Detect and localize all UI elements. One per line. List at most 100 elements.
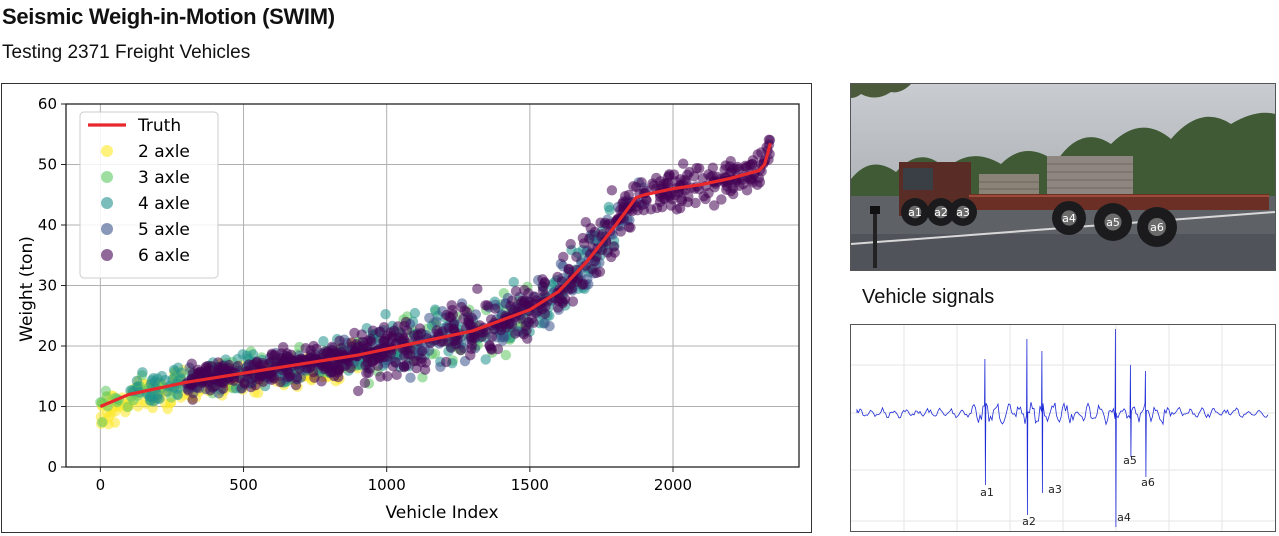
scatter-point (664, 169, 675, 180)
chart-legend: Truth 2 axle 3 axle 4 axle 5 axle 6 axle (79, 111, 219, 279)
vehicle-signal-plot: a1 a2 a3 a4 a5 a6 (851, 325, 1275, 531)
scatter-point (708, 200, 720, 211)
scatter-point (223, 359, 235, 371)
scatter-point (419, 364, 431, 375)
legend-swatch-dot (101, 249, 113, 261)
scatter-point (332, 367, 344, 378)
scatter-point (519, 284, 530, 296)
scatter-point (510, 328, 521, 339)
scatter-point (367, 355, 379, 367)
scatter-point (290, 379, 302, 391)
scatter-point (160, 374, 171, 386)
weight-chart-panel: 0 500 1000 1500 2000 0 10 20 30 40 50 60 Vehicle In… (1, 83, 812, 533)
scatter-point (275, 376, 286, 388)
scatter-point (415, 328, 427, 339)
scatter-point (671, 204, 682, 215)
scatter-point (109, 417, 121, 428)
x-tick-label: 1000 (368, 476, 406, 494)
scatter-point (365, 336, 377, 347)
vehicle-signal-panel: a1 a2 a3 a4 a5 a6 (850, 324, 1276, 532)
legend-swatch-dot (101, 171, 113, 183)
scatter-point (236, 382, 247, 394)
wheel-hub (934, 205, 948, 219)
scatter-point (440, 356, 452, 368)
wheel-hub (956, 205, 970, 219)
scatter-point (187, 394, 198, 405)
truth-line (99, 142, 772, 408)
scatter-point (690, 197, 701, 209)
scatter-point (252, 387, 264, 399)
y-tick-label: 40 (38, 216, 57, 234)
photo-axle-labels: a1 a2 a3 a4 a5 a6 (908, 206, 1164, 234)
scatter-point (449, 335, 460, 346)
truck-photo: a1 a2 a3 a4 a5 a6 (850, 83, 1276, 271)
scatter-point (334, 335, 345, 347)
scatter-point (753, 172, 765, 184)
signals-title: Vehicle signals (862, 286, 995, 308)
scatter-point (485, 343, 497, 354)
legend-swatch-dot (101, 197, 113, 209)
x-tick-label: 1500 (511, 476, 549, 494)
legend-entry-label: 4 axle (138, 194, 190, 214)
scatter-point (97, 417, 108, 428)
scatter-point (172, 389, 183, 401)
scatter-point (752, 149, 763, 160)
scatter-point (763, 134, 775, 146)
trailer-bed (969, 194, 1269, 210)
scatter-point (380, 308, 391, 320)
scatter-point (565, 238, 576, 250)
scatter-point (619, 191, 631, 202)
scatter-point (489, 303, 501, 314)
weight-scatter-chart: 0 500 1000 1500 2000 0 10 20 30 40 50 60 Vehicle In… (17, 95, 800, 523)
scatter-point (431, 316, 442, 327)
truck-photo-illustration: a1 a2 a3 a4 a5 a6 (851, 84, 1275, 270)
scatter-point (559, 293, 571, 305)
scatter-point (320, 361, 331, 372)
scatter-point (110, 406, 121, 417)
scatter-point (352, 385, 364, 397)
signal-peak-label: a4 (1117, 511, 1131, 524)
scatter-point (539, 318, 550, 329)
scatter-point (716, 194, 727, 205)
scatter-point (300, 343, 311, 354)
scatter-point (201, 366, 212, 377)
scatter-point (663, 191, 675, 202)
road-shade (851, 234, 1275, 270)
cargo-stack-2 (1047, 156, 1133, 196)
scatter-point (636, 177, 647, 188)
scatter-point (539, 308, 551, 320)
photo-axle-label: a4 (1062, 212, 1076, 225)
page-title: Seismic Weigh-in-Motion (SWIM) (2, 4, 335, 29)
signal-peak-labels: a1 a2 a3 a4 a5 a6 (980, 454, 1155, 528)
scatter-point (387, 360, 399, 372)
photo-axle-label: a6 (1150, 221, 1164, 234)
wheel-hub (1061, 210, 1077, 226)
scatter-point (500, 349, 512, 361)
scatter-point (578, 278, 589, 290)
scatter-point (740, 162, 751, 174)
cab-window (903, 168, 933, 190)
legend-entry-label: 3 axle (138, 168, 190, 188)
scatter-point (254, 370, 266, 381)
scatter-point (677, 158, 689, 169)
wheel-hub (1148, 218, 1166, 236)
scatter-point (654, 196, 666, 208)
scatter-point (399, 334, 410, 346)
scatter-point (599, 217, 611, 229)
scatter-point (318, 335, 329, 347)
scatter-point (480, 300, 491, 311)
scatter-point (625, 222, 636, 233)
scatter-point (571, 251, 582, 263)
scatter-point (281, 348, 293, 359)
y-axis-label: Weight (ton) (17, 236, 37, 342)
scatter-point (456, 301, 467, 313)
scatter-point (357, 340, 368, 352)
scatter-point (486, 331, 498, 342)
scatter-point (606, 185, 618, 196)
tree-top-left (851, 84, 911, 98)
scatter-point (391, 369, 402, 381)
axis-ticks: 0 500 1000 1500 2000 0 10 20 30 40 50 60 (38, 95, 692, 494)
scatter-point (398, 361, 410, 373)
scatter-point (697, 173, 709, 184)
scatter-point (472, 283, 483, 295)
